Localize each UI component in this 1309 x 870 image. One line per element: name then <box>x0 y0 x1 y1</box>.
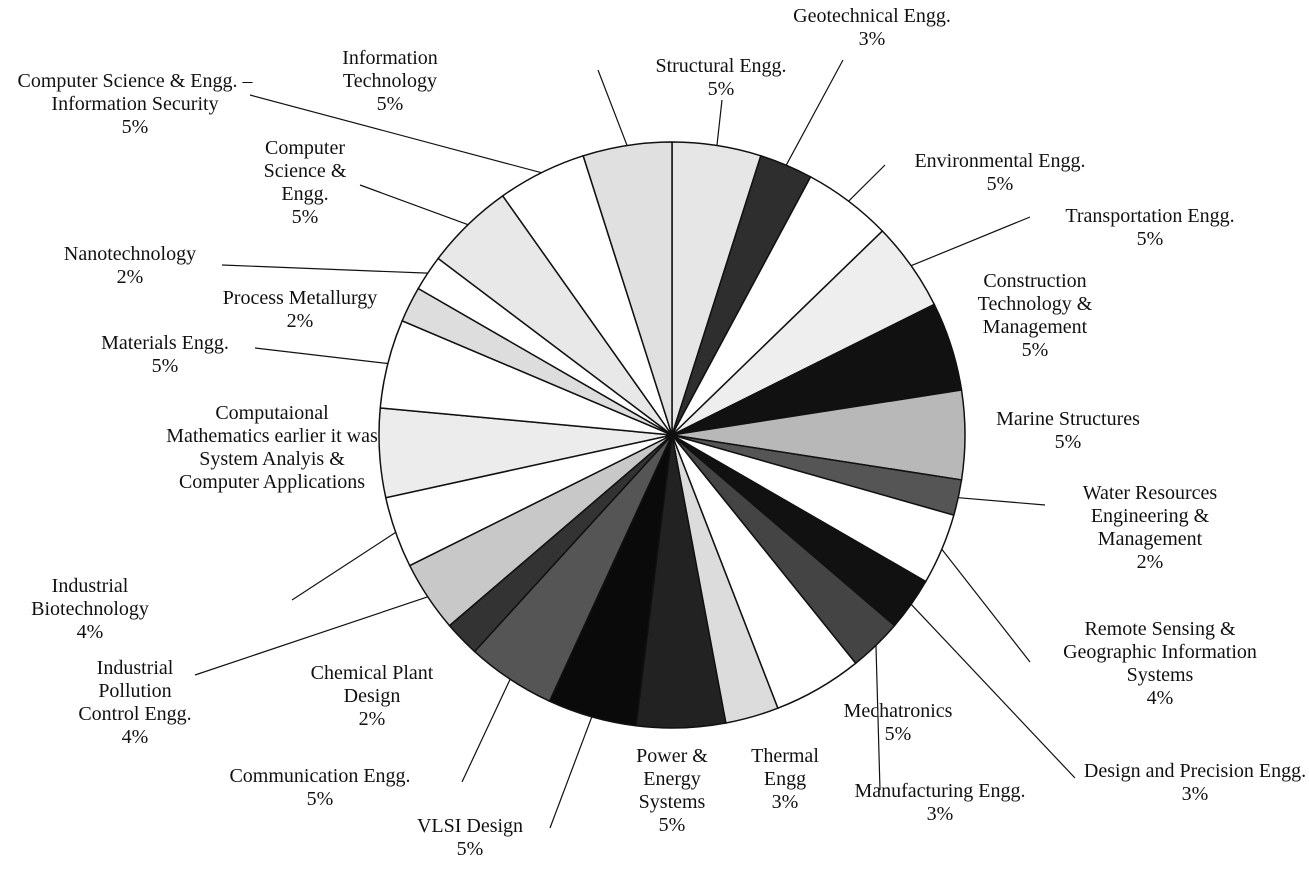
slice-label: VLSI Design 5% <box>390 815 550 861</box>
percent-label: 2% <box>116 266 144 288</box>
percent-label: 5% <box>151 355 179 377</box>
percent-label: 3% <box>771 791 799 813</box>
slice-label: Marine Structures 5% <box>963 408 1173 454</box>
percent-label: 5% <box>376 93 404 115</box>
category-name: Industrial Biotechnology <box>31 575 149 620</box>
category-name: Structural Engg. <box>655 55 787 77</box>
percent-label: 2% <box>286 310 314 332</box>
percent-label: 5% <box>121 116 149 138</box>
category-name: Materials Engg. <box>101 332 229 354</box>
category-name: Computer Science & Engg. – Information S… <box>17 70 253 115</box>
percent-label: 5% <box>306 788 334 810</box>
slice-label: Nanotechnology 2% <box>30 243 230 289</box>
category-name: Power & Energy Systems <box>636 745 708 813</box>
percent-label: 2% <box>1136 551 1164 573</box>
percent-label: 3% <box>858 28 886 50</box>
leader-line <box>910 603 1076 779</box>
category-name: Marine Structures <box>996 408 1140 430</box>
slice-label: Water Resources Engineering & Management… <box>1040 482 1260 574</box>
percent-label: 5% <box>1136 228 1164 250</box>
slice-label: Remote Sensing & Geographic Information … <box>1040 618 1280 710</box>
percent-label: 2% <box>358 708 386 730</box>
leader-line <box>597 69 628 146</box>
leader-line <box>716 99 723 146</box>
slice-label: Chemical Plant Design 2% <box>282 662 462 731</box>
slice-label: Manufacturing Engg. 3% <box>850 780 1030 826</box>
slice-label: Communication Engg. 5% <box>180 765 460 811</box>
percent-label: 5% <box>456 838 484 860</box>
category-name: VLSI Design <box>416 815 524 837</box>
percent-label: 5% <box>291 206 319 228</box>
slice-label: Structural Engg. 5% <box>631 55 811 101</box>
category-name: Water Resources Engineering & Management <box>1082 482 1218 550</box>
leader-line <box>194 596 428 676</box>
slice-label: Design and Precision Engg. 3% <box>1080 760 1309 806</box>
category-name: Industrial Pollution Control Engg. <box>78 657 192 725</box>
percent-label: 5% <box>707 78 735 100</box>
leader-line <box>848 164 886 202</box>
slice-label: Power & Energy Systems 5% <box>617 745 727 837</box>
category-name: Mechatronics <box>843 700 953 722</box>
slice-label: Mechatronics 5% <box>818 700 978 746</box>
slice-label: Process Metallurgy 2% <box>190 287 410 333</box>
leader-line <box>910 216 1031 267</box>
percent-label: 4% <box>1146 687 1174 709</box>
category-name: Transportation Engg. <box>1065 205 1235 227</box>
percent-label: 4% <box>76 621 104 643</box>
leader-line <box>461 678 511 783</box>
slice-label: Information Technology 5% <box>315 47 465 116</box>
slice-label: Industrial Pollution Control Engg. 4% <box>75 657 195 749</box>
percent-label: 5% <box>986 173 1014 195</box>
category-name: Environmental Engg. <box>914 150 1086 172</box>
percent-label: 3% <box>926 803 954 825</box>
slice-label: Construction Technology & Management 5% <box>945 270 1125 362</box>
percent-label: 3% <box>1181 783 1209 805</box>
slice-label: Industrial Biotechnology 4% <box>0 575 180 644</box>
percent-label: 5% <box>1054 431 1082 453</box>
slice-label: Geotechnical Engg. 3% <box>772 5 972 51</box>
category-name: Thermal Engg <box>751 745 819 790</box>
category-name: Remote Sensing & Geographic Information … <box>1063 618 1257 686</box>
leader-line <box>221 264 428 274</box>
category-name: Computer Science & Engg. <box>263 137 347 205</box>
leader-line <box>958 497 1046 506</box>
category-name: Manufacturing Engg. <box>854 780 1026 802</box>
leader-line <box>875 645 881 791</box>
category-name: Design and Precision Engg. <box>1083 760 1307 782</box>
leader-line <box>254 347 388 365</box>
category-name: Construction Technology & Management <box>977 270 1093 338</box>
slice-label: Computer Science & Engg. – Information S… <box>15 70 255 139</box>
percent-label: 5% <box>658 814 686 836</box>
slice-label: Computaional Mathematics earlier it was … <box>162 402 382 494</box>
slice-label: Transportation Engg. 5% <box>1030 205 1270 251</box>
percent-label: 4% <box>121 726 149 748</box>
leader-line <box>549 716 593 829</box>
leader-line <box>785 59 844 166</box>
leader-line <box>249 94 542 174</box>
percent-label: 5% <box>1021 339 1049 361</box>
category-name: Nanotechnology <box>63 243 197 265</box>
category-name: Chemical Plant Design <box>310 662 434 707</box>
category-name: Communication Engg. <box>229 765 411 787</box>
category-name: Geotechnical Engg. <box>793 5 951 27</box>
category-name: Process Metallurgy <box>222 287 378 309</box>
slice-label: Computer Science & Engg. 5% <box>240 137 370 229</box>
slice-label: Materials Engg. 5% <box>65 332 265 378</box>
percent-label: 5% <box>884 723 912 745</box>
category-name: Information Technology <box>342 47 438 92</box>
slice-label: Environmental Engg. 5% <box>890 150 1110 196</box>
category-name: Computaional Mathematics earlier it was … <box>166 402 378 493</box>
leader-line <box>291 531 396 601</box>
pie-slice <box>582 141 673 436</box>
leader-line <box>941 548 1031 663</box>
slice-label: Thermal Engg 3% <box>735 745 835 814</box>
leader-line <box>359 184 469 226</box>
